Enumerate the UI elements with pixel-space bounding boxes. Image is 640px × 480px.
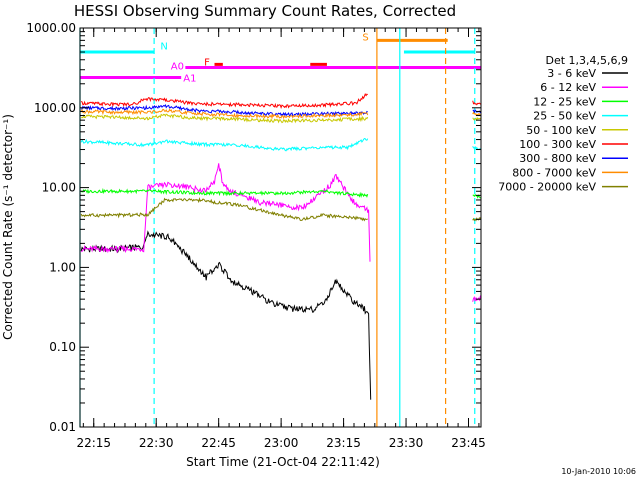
series-line [81, 113, 369, 124]
series-line [80, 196, 368, 222]
series-line [80, 187, 369, 198]
flag-label: A1 [183, 73, 196, 84]
series-line [80, 108, 369, 120]
series-line [472, 111, 482, 117]
flag-label: A0 [171, 61, 184, 72]
series-line [80, 230, 372, 400]
flag-label: N [160, 42, 167, 53]
series-line [472, 100, 482, 106]
legend-label: 100 - 300 keV [519, 138, 596, 151]
y-tick-label: 100.00 [34, 101, 76, 115]
x-axis-label: Start Time (21-Oct-04 22:11:42) [186, 455, 380, 469]
x-tick-label: 23:45 [451, 436, 486, 450]
series-line [81, 163, 371, 262]
series-line [472, 117, 482, 122]
x-tick-label: 23:00 [264, 436, 299, 450]
y-axis-label: Corrected Count Rate (s⁻¹ detector⁻¹) [1, 114, 15, 340]
legend-label: 800 - 7000 keV [512, 166, 596, 179]
x-tick-label: 22:15 [76, 436, 111, 450]
flag-label: F [204, 58, 210, 69]
legend-title: Det 1,3,4,5,6,9 [545, 54, 628, 67]
legend-label: 3 - 6 keV [547, 67, 596, 80]
footer-timestamp: 10-Jan-2010 10:06 [561, 467, 636, 476]
series-line [472, 217, 482, 222]
x-tick-label: 22:30 [139, 436, 174, 450]
time-markers [79, 28, 476, 427]
y-tick-label: 1.00 [49, 260, 76, 274]
legend-label: 6 - 12 keV [540, 81, 596, 94]
y-tick-label: 0.10 [49, 340, 76, 354]
chart-title: HESSI Observing Summary Count Rates, Cor… [74, 2, 456, 20]
y-axis: 0.01 0.10 1.00 10.00 100.00 1000.00 [26, 21, 481, 434]
x-tick-label: 22:45 [201, 436, 236, 450]
y-tick-label: 0.01 [49, 420, 76, 434]
y-tick-label: 1000.00 [26, 21, 76, 35]
series-group [80, 92, 482, 400]
x-axis: 22:15 22:30 22:45 23:00 23:15 23:30 23:45 [76, 28, 486, 450]
observing-flags [80, 38, 481, 79]
flag-label: S [362, 33, 368, 44]
x-tick-label: 23:15 [326, 436, 361, 450]
series-line [472, 145, 482, 150]
legend-label: 300 - 800 keV [519, 152, 596, 165]
x-tick-label: 23:30 [389, 436, 424, 450]
series-line [80, 137, 369, 152]
legend-label: 25 - 50 keV [533, 110, 596, 123]
legend-label: 7000 - 20000 keV [498, 181, 596, 194]
legend-label: 12 - 25 keV [533, 95, 596, 108]
y-tick-label: 10.00 [42, 181, 76, 195]
plot-frame [79, 27, 482, 428]
series-line [80, 92, 368, 109]
legend-label: 50 - 100 keV [526, 124, 596, 137]
